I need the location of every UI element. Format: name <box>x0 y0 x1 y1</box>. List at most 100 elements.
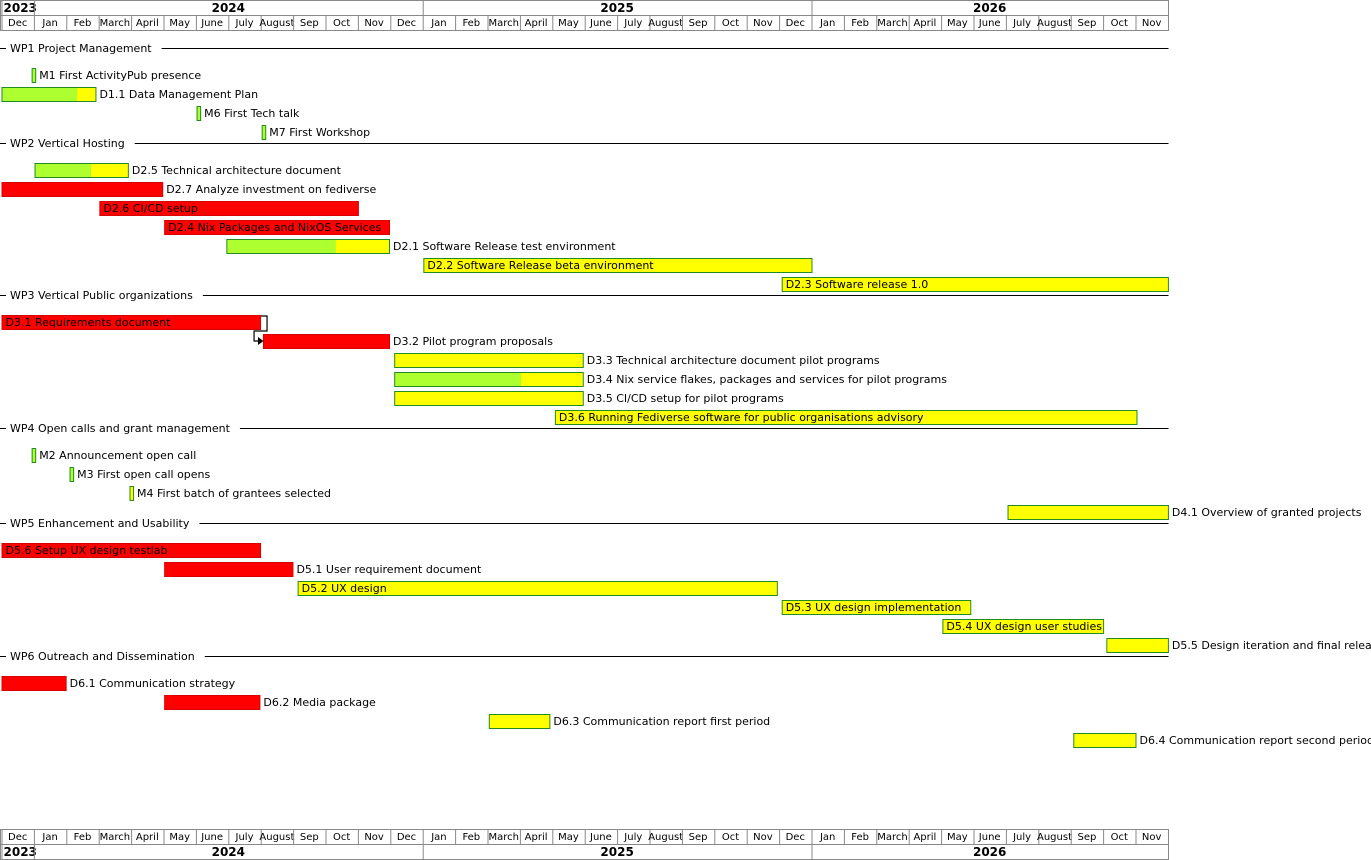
task-bar-fill <box>1073 733 1137 748</box>
year-label: 2026 <box>973 845 1006 859</box>
task-label: M6 First Tech talk <box>204 107 300 120</box>
month-label: August <box>259 832 294 843</box>
month-label: July <box>1012 832 1031 843</box>
month-label: Feb <box>851 18 869 29</box>
task-bar-fill <box>1 315 262 330</box>
month-label: Feb <box>74 18 92 29</box>
task-bar-fill <box>164 220 391 235</box>
task-bar <box>99 201 359 216</box>
month-label: Oct <box>722 18 739 29</box>
month-label: Sep <box>300 832 319 843</box>
task-label: D2.6 CI/CD setup <box>103 202 198 215</box>
month-label: May <box>169 832 190 843</box>
group-title: WP2 Vertical Hosting <box>10 137 125 150</box>
task-label: D2.2 Software Release beta environment <box>427 259 654 272</box>
month-label: Sep <box>689 18 708 29</box>
task-label: D3.1 Requirements document <box>6 316 172 329</box>
month-label: July <box>1012 18 1031 29</box>
month-label: March <box>100 18 130 29</box>
task-label: M1 First ActivityPub presence <box>39 69 201 82</box>
group-title: WP5 Enhancement and Usability <box>10 517 190 530</box>
milestone <box>31 448 37 463</box>
year-label: 2024 <box>212 1 245 15</box>
task-bar-progress <box>2 87 78 102</box>
month-label: Dec <box>397 18 416 29</box>
month-label: April <box>525 18 548 29</box>
task-bar-outline <box>226 239 391 254</box>
task-bar-fill <box>129 486 135 501</box>
task-bar-fill <box>1 676 67 691</box>
task-label: D6.1 Communication strategy <box>70 677 236 690</box>
task-bar-fill <box>1 543 262 558</box>
task-bar <box>1 182 164 197</box>
task-bar-outline <box>34 163 129 178</box>
month-label: August <box>1037 832 1072 843</box>
month-label: August <box>648 18 683 29</box>
month-label: May <box>558 832 579 843</box>
task-bar-fill <box>554 410 1138 425</box>
task-bar <box>1 87 97 102</box>
task-bar <box>1 676 67 691</box>
month-label: June <box>978 832 1001 843</box>
task-bar <box>297 581 778 596</box>
month-label: March <box>488 832 518 843</box>
month-label: May <box>947 18 968 29</box>
month-label: Sep <box>1077 18 1096 29</box>
month-label: Nov <box>1142 832 1162 843</box>
task-bar-fill <box>1106 638 1169 653</box>
month-label: July <box>623 18 642 29</box>
month-label: Nov <box>1142 18 1162 29</box>
dependency-arrow <box>253 315 268 342</box>
month-label: Dec <box>397 832 416 843</box>
month-label: April <box>136 18 159 29</box>
task-bar <box>488 714 551 729</box>
task-bar <box>781 277 1169 292</box>
month-label: March <box>100 832 130 843</box>
month-label: July <box>623 832 642 843</box>
task-bar-fill <box>297 581 778 596</box>
task-label: D5.6 Setup UX design testlab <box>6 544 168 557</box>
task-bar-fill <box>781 277 1169 292</box>
month-label: April <box>136 832 159 843</box>
task-bar <box>554 410 1138 425</box>
task-label: D3.5 CI/CD setup for pilot programs <box>587 392 784 405</box>
task-bar-fill <box>1007 505 1169 520</box>
month-label: Feb <box>462 832 480 843</box>
task-bar <box>394 372 584 387</box>
group-title: WP6 Outreach and Dissemination <box>10 650 195 663</box>
month-label: August <box>648 832 683 843</box>
month-label: Feb <box>74 832 92 843</box>
month-label: March <box>877 18 907 29</box>
year-label: 2023 <box>4 1 37 15</box>
month-label: Sep <box>300 18 319 29</box>
milestone <box>196 106 202 121</box>
month-label: Dec <box>8 18 27 29</box>
month-label: May <box>947 832 968 843</box>
task-bar-fill <box>942 619 1105 634</box>
month-label: Jan <box>41 832 57 843</box>
month-label: Feb <box>462 18 480 29</box>
task-bar <box>423 258 813 273</box>
task-bar <box>1007 505 1169 520</box>
milestone <box>31 68 37 83</box>
month-label: Nov <box>364 832 384 843</box>
task-bar <box>164 562 294 577</box>
task-label: D2.3 Software release 1.0 <box>786 278 929 291</box>
task-bar-outline <box>394 372 584 387</box>
month-label: Sep <box>689 832 708 843</box>
month-label: May <box>558 18 579 29</box>
task-bar <box>262 334 391 349</box>
month-label: July <box>235 832 254 843</box>
task-label: D5.4 UX design user studies <box>946 620 1102 633</box>
month-label: Jan <box>41 18 57 29</box>
task-label: D1.1 Data Management Plan <box>99 88 258 101</box>
year-label: 2025 <box>600 845 633 859</box>
month-label: June <box>589 832 612 843</box>
task-bar-fill <box>394 353 584 368</box>
group-title: WP3 Vertical Public organizations <box>10 289 193 302</box>
month-label: Oct <box>1111 832 1128 843</box>
task-label: D5.3 UX design implementation <box>786 601 962 614</box>
task-bar <box>394 391 584 406</box>
group-title: WP1 Project Management <box>10 42 152 55</box>
